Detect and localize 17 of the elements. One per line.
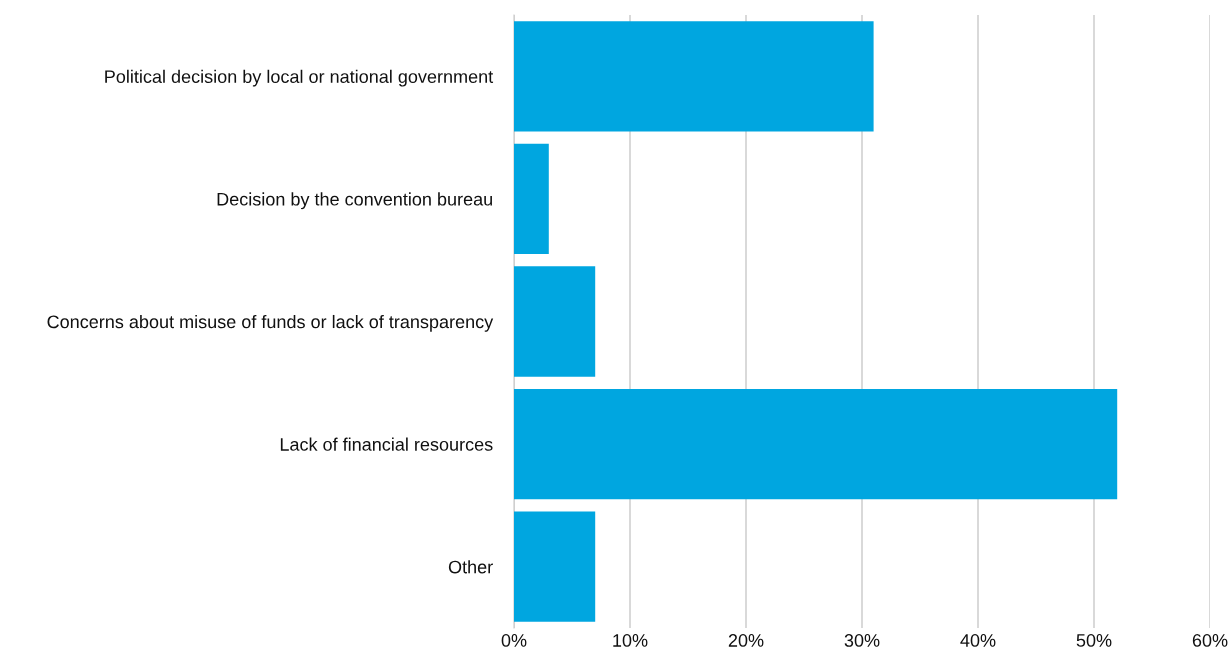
- bar: [514, 388, 1118, 500]
- x-tick-label: 50%: [1076, 634, 1112, 647]
- bar: [514, 21, 874, 132]
- y-tick-label: Decision by the convention bureau: [217, 192, 492, 210]
- x-tick-label: 60%: [1192, 634, 1228, 647]
- y-tick-label: Concerns about misuse of funds or lack of transparency: [47, 314, 494, 332]
- x-tick-label: 0%: [501, 634, 527, 647]
- x-tick-label: 30%: [844, 634, 880, 647]
- x-tick-label: 40%: [960, 634, 996, 647]
- y-tick-label: Political decision by local or national government: [105, 69, 494, 87]
- x-tick-label: 20%: [728, 634, 764, 647]
- bar: [514, 511, 596, 622]
- bar: [514, 266, 596, 377]
- x-tick-label: 10%: [613, 634, 648, 647]
- y-tick-label: Other: [448, 560, 493, 574]
- bar: [514, 143, 549, 255]
- y-tick-label: Lack of financial resources: [280, 437, 493, 451]
